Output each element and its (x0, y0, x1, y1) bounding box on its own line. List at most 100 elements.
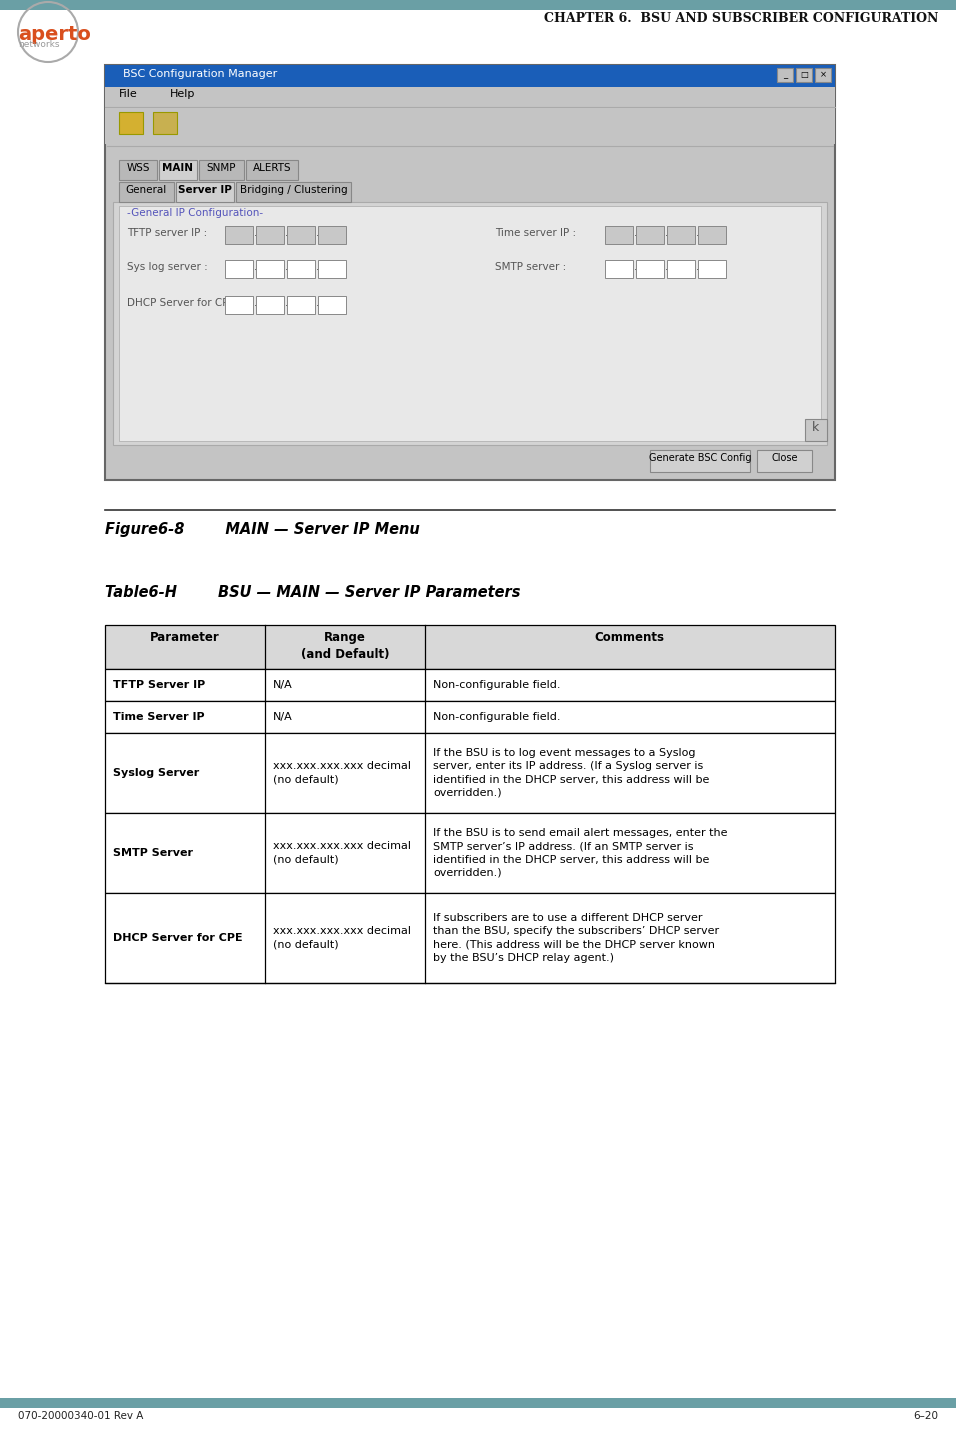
Bar (256, 296, 284, 315)
Bar (119, 113, 143, 134)
Bar (105, 65, 835, 87)
Bar (318, 296, 346, 315)
Bar (105, 701, 835, 733)
Bar (287, 296, 315, 315)
Text: .: . (285, 299, 288, 307)
Text: Generate BSC Config: Generate BSC Config (649, 453, 751, 463)
Text: SMTP server :: SMTP server : (495, 263, 566, 271)
Text: General: General (126, 185, 167, 195)
Text: If subscribers are to use a different DHCP server
than the BSU, specify the subs: If subscribers are to use a different DH… (433, 913, 719, 962)
Text: .: . (696, 228, 699, 238)
Bar (225, 296, 253, 315)
Text: Range
(and Default): Range (and Default) (301, 631, 389, 661)
Text: Parameter: Parameter (150, 631, 220, 644)
Text: .: . (665, 263, 668, 271)
Bar (636, 227, 664, 244)
Bar (796, 68, 812, 82)
Text: Non-configurable field.: Non-configurable field. (433, 680, 560, 690)
Text: .: . (254, 263, 257, 271)
Bar (287, 227, 315, 244)
Text: xxx.xxx.xxx.xxx decimal
(no default): xxx.xxx.xxx.xxx decimal (no default) (273, 926, 411, 949)
Bar (246, 160, 298, 180)
Text: Bridging / Clustering: Bridging / Clustering (240, 185, 347, 195)
Bar (199, 160, 244, 180)
Text: .: . (254, 299, 257, 307)
Text: Server IP: Server IP (178, 185, 232, 195)
Bar (805, 418, 827, 442)
Bar (225, 227, 253, 244)
Text: CHAPTER 6.  BSU AND SUBSCRIBER CONFIGURATION: CHAPTER 6. BSU AND SUBSCRIBER CONFIGURAT… (544, 12, 938, 25)
Text: Time Server IP: Time Server IP (113, 711, 205, 722)
Bar (176, 182, 234, 202)
Bar (105, 87, 835, 107)
Bar (105, 625, 835, 670)
Bar (815, 68, 831, 82)
Text: .: . (665, 228, 668, 238)
Text: -General IP Configuration-: -General IP Configuration- (127, 208, 263, 218)
Text: N/A: N/A (273, 680, 293, 690)
Text: Figure6-8        MAIN — Server IP Menu: Figure6-8 MAIN — Server IP Menu (105, 522, 420, 537)
Text: File: File (119, 89, 138, 100)
Bar (105, 733, 835, 812)
Bar (119, 182, 174, 202)
Bar (698, 260, 726, 278)
Bar (605, 227, 633, 244)
Bar (650, 450, 750, 472)
Text: xxx.xxx.xxx.xxx decimal
(no default): xxx.xxx.xxx.xxx decimal (no default) (273, 841, 411, 864)
Bar (757, 450, 812, 472)
Bar (105, 670, 835, 701)
Text: □: □ (800, 71, 808, 79)
Text: TFTP server IP :: TFTP server IP : (127, 228, 207, 238)
Bar (105, 812, 835, 893)
Text: 070-20000340-01 Rev A: 070-20000340-01 Rev A (18, 1411, 143, 1421)
Bar (667, 260, 695, 278)
Text: .: . (285, 228, 288, 238)
Text: 6–20: 6–20 (913, 1411, 938, 1421)
Text: SNMP: SNMP (206, 163, 236, 173)
Text: DHCP Server for CPE: DHCP Server for CPE (113, 934, 243, 942)
Text: Close: Close (771, 453, 798, 463)
Text: If the BSU is to log event messages to a Syslog
server, enter its IP address. (I: If the BSU is to log event messages to a… (433, 749, 709, 798)
Bar (113, 202, 827, 444)
Text: .: . (316, 263, 319, 271)
Text: N/A: N/A (273, 711, 293, 722)
Bar (105, 893, 835, 983)
Text: MAIN: MAIN (163, 163, 193, 173)
Bar (105, 65, 835, 481)
Text: Sys log server :: Sys log server : (127, 263, 207, 271)
Text: .: . (696, 263, 699, 271)
Text: TFTP Server IP: TFTP Server IP (113, 680, 206, 690)
Bar (777, 68, 793, 82)
Text: .: . (634, 263, 637, 271)
Text: k: k (813, 421, 819, 434)
Text: SMTP Server: SMTP Server (113, 848, 193, 859)
Text: ×: × (819, 71, 827, 79)
Text: Help: Help (170, 89, 195, 100)
Text: Table6-H        BSU — MAIN — Server IP Parameters: Table6-H BSU — MAIN — Server IP Paramete… (105, 584, 520, 600)
Text: .: . (254, 228, 257, 238)
Bar (119, 160, 157, 180)
Bar (159, 160, 197, 180)
Bar (119, 206, 821, 442)
Text: WSS: WSS (126, 163, 150, 173)
Text: Time server IP :: Time server IP : (495, 228, 576, 238)
Text: ALERTS: ALERTS (252, 163, 292, 173)
Bar (605, 260, 633, 278)
Text: If the BSU is to send email alert messages, enter the
SMTP server’s IP address. : If the BSU is to send email alert messag… (433, 828, 728, 877)
Bar (698, 227, 726, 244)
Text: DHCP Server for CPE :: DHCP Server for CPE : (127, 299, 242, 307)
Text: .: . (316, 228, 319, 238)
Text: aperto: aperto (18, 25, 91, 43)
Bar (0, 0, 956, 10)
Bar (105, 108, 835, 144)
Text: Syslog Server: Syslog Server (113, 768, 199, 778)
Bar (256, 260, 284, 278)
Bar (256, 227, 284, 244)
Text: .: . (634, 228, 637, 238)
Text: Non-configurable field.: Non-configurable field. (433, 711, 560, 722)
Bar (667, 227, 695, 244)
Text: networks: networks (18, 40, 59, 49)
Bar (225, 260, 253, 278)
Bar (636, 260, 664, 278)
Text: .: . (316, 299, 319, 307)
